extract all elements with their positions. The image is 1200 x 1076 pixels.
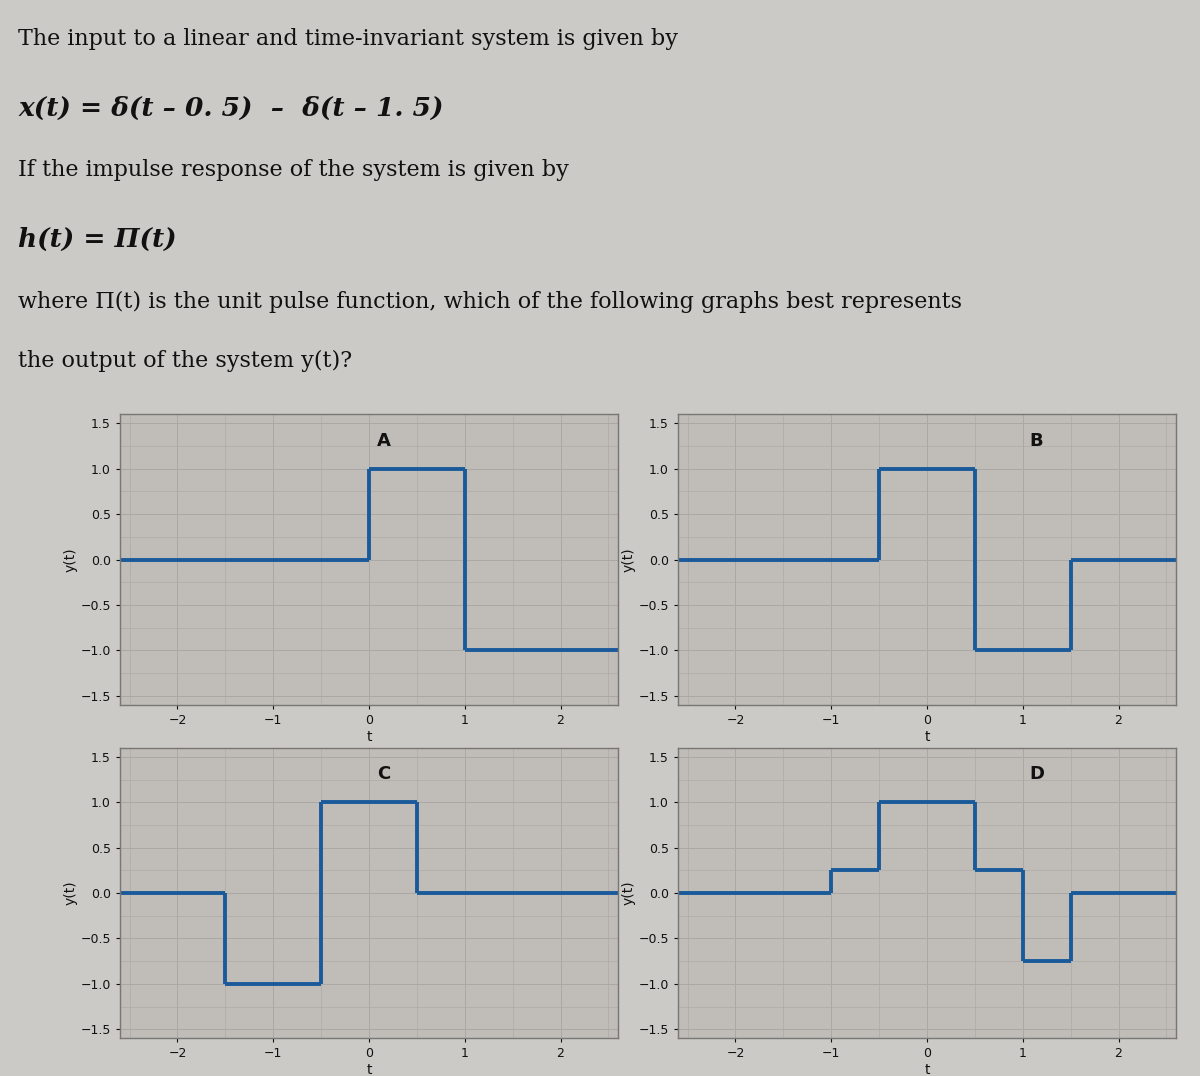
Text: x(t) = δ(t – 0. 5)  –  δ(t – 1. 5): x(t) = δ(t – 0. 5) – δ(t – 1. 5) bbox=[18, 96, 444, 121]
Text: h(t) = Π(t): h(t) = Π(t) bbox=[18, 227, 176, 252]
Y-axis label: y(t): y(t) bbox=[622, 881, 636, 905]
Text: A: A bbox=[377, 431, 391, 450]
Y-axis label: y(t): y(t) bbox=[64, 548, 78, 571]
Text: B: B bbox=[1030, 431, 1043, 450]
Y-axis label: y(t): y(t) bbox=[622, 548, 636, 571]
Text: D: D bbox=[1030, 765, 1044, 783]
X-axis label: t: t bbox=[924, 1063, 930, 1076]
Text: The input to a linear and time-invariant system is given by: The input to a linear and time-invariant… bbox=[18, 28, 678, 49]
Y-axis label: y(t): y(t) bbox=[64, 881, 78, 905]
X-axis label: t: t bbox=[924, 730, 930, 744]
X-axis label: t: t bbox=[366, 1063, 372, 1076]
Text: the output of the system y(t)?: the output of the system y(t)? bbox=[18, 351, 352, 372]
Text: where Π(t) is the unit pulse function, which of the following graphs best repres: where Π(t) is the unit pulse function, w… bbox=[18, 291, 962, 313]
Text: If the impulse response of the system is given by: If the impulse response of the system is… bbox=[18, 159, 569, 181]
Text: C: C bbox=[377, 765, 390, 783]
X-axis label: t: t bbox=[366, 730, 372, 744]
